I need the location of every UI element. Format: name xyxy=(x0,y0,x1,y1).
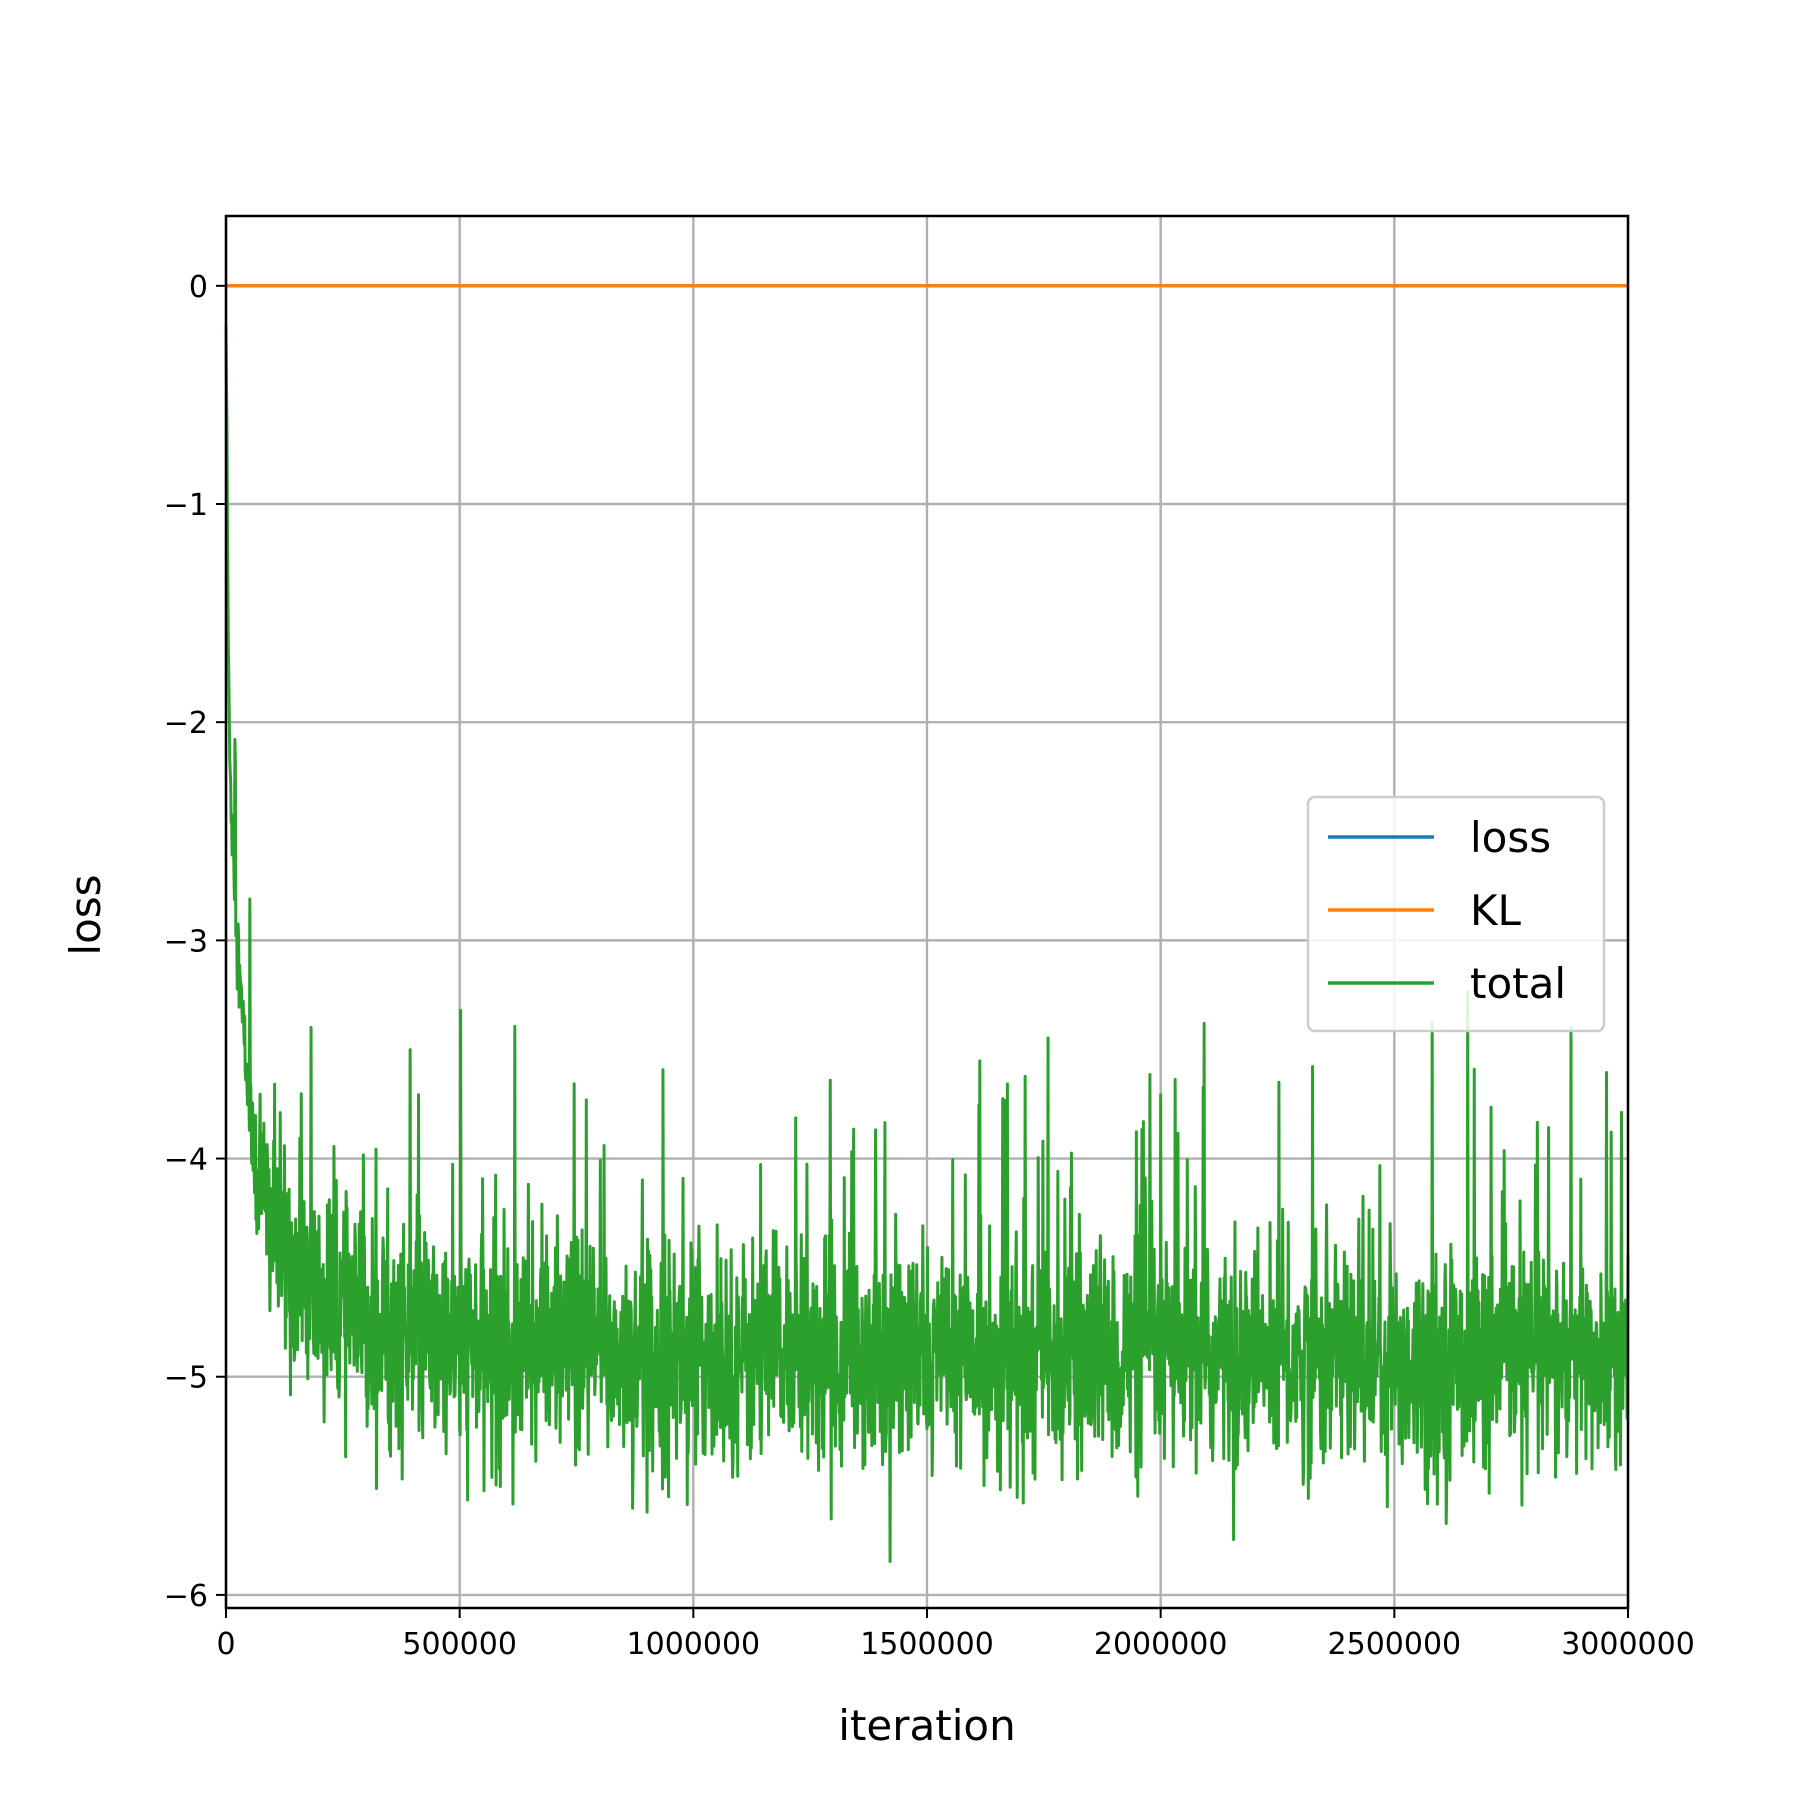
x-tick-label: 3000000 xyxy=(1561,1627,1695,1662)
legend-box xyxy=(1306,795,1606,1033)
y-tick-label: −3 xyxy=(164,924,208,959)
x-tick-label: 1000000 xyxy=(627,1627,761,1662)
legend-label-total: total xyxy=(1470,959,1566,1008)
y-tick-label: −5 xyxy=(164,1361,208,1396)
plot-lines xyxy=(224,284,1630,1563)
x-tick-label: 1500000 xyxy=(860,1627,994,1662)
x-tick-label: 2500000 xyxy=(1328,1627,1462,1662)
x-axis-ticks: 0 500000 1000000 1500000 2000000 2500000 30000… xyxy=(216,1608,1695,1662)
legend: loss KL total xyxy=(1306,795,1606,1033)
legend-label-loss: loss xyxy=(1470,813,1551,862)
y-tick-label: −4 xyxy=(164,1143,208,1178)
y-tick-label: −6 xyxy=(164,1579,208,1614)
y-tick-label: −1 xyxy=(164,488,208,523)
series-line-total xyxy=(224,325,1630,1563)
x-axis-label: iteration xyxy=(838,1701,1015,1750)
y-axis-ticks: 0 −1 −2 −3 −4 −5 −6 xyxy=(164,270,226,1614)
y-tick-label: 0 xyxy=(189,270,208,305)
x-tick-label: 0 xyxy=(216,1627,235,1662)
legend-label-KL: KL xyxy=(1470,886,1522,935)
y-tick-label: −2 xyxy=(164,706,208,741)
x-tick-label: 2000000 xyxy=(1094,1627,1228,1662)
y-axis-label: loss xyxy=(61,874,110,955)
x-tick-label: 500000 xyxy=(402,1627,517,1662)
